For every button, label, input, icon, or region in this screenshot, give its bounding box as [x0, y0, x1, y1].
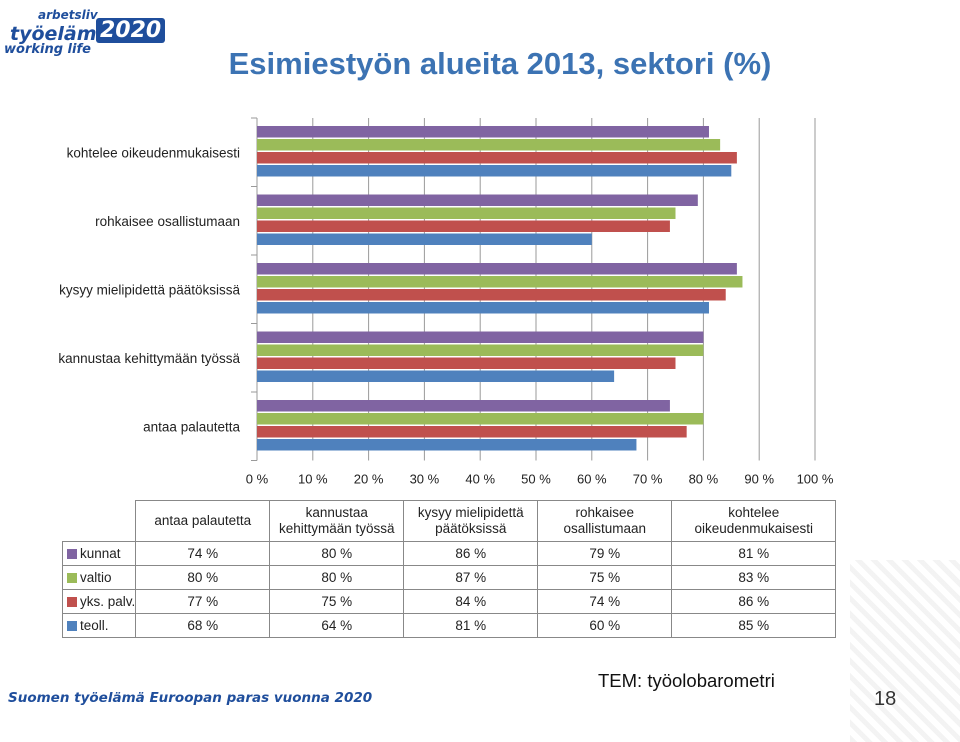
bar: [257, 331, 704, 343]
bar: [257, 220, 670, 232]
bar: [257, 139, 721, 151]
table-cell: 64 %: [269, 613, 405, 638]
table-cell: 74 %: [537, 589, 673, 614]
table-cell: 87 %: [403, 565, 539, 590]
logo-line-3: working life: [4, 42, 91, 57]
footer-slogan: Suomen työelämä Euroopan paras vuonna 20…: [8, 690, 373, 706]
table-cell: 60 %: [537, 613, 673, 638]
legend-swatch: [67, 549, 77, 559]
legend-swatch: [67, 573, 77, 583]
table-row: valtio 80 % 80 % 87 % 75 % 83 %: [61, 565, 837, 590]
category-label: kannustaa kehittymään työssä: [58, 351, 240, 366]
table-header: kannustaa kehittymään työssä: [269, 500, 405, 542]
x-tick-label: 90 %: [744, 472, 774, 487]
legend-label: valtio: [80, 570, 112, 585]
table-cell: 86 %: [671, 589, 837, 614]
table-header-row: antaa palautetta kannustaa kehittymään t…: [61, 500, 837, 542]
x-tick-label: 0 %: [246, 472, 269, 487]
legend-entry: valtio: [61, 565, 137, 590]
bar: [257, 126, 709, 138]
table-cell: 85 %: [671, 613, 837, 638]
x-tick-label: 50 %: [521, 472, 551, 487]
x-tick-label: 100 %: [797, 472, 834, 487]
bar: [257, 344, 704, 356]
table-cell: 81 %: [671, 541, 837, 566]
table-cell: 80 %: [135, 565, 271, 590]
bar: [257, 400, 670, 412]
legend-swatch: [67, 621, 77, 631]
table-row: teoll. 68 % 64 % 81 % 60 % 85 %: [61, 613, 837, 638]
bar: [257, 194, 698, 206]
x-tick-label: 30 %: [410, 472, 440, 487]
legend-label: kunnat: [80, 546, 121, 561]
table-cell: 79 %: [537, 541, 673, 566]
table-corner: [61, 500, 137, 542]
table-cell: 81 %: [403, 613, 539, 638]
table-header: rohkaisee osallistumaan: [537, 500, 673, 542]
data-table: antaa palautetta kannustaa kehittymään t…: [61, 500, 837, 638]
bar: [257, 370, 615, 382]
table-cell: 77 %: [135, 589, 271, 614]
table-header: kysyy mielipidettä päätöksissä: [403, 500, 539, 542]
bar: [257, 207, 676, 219]
bar: [257, 302, 709, 314]
logo-line-2: työelämä: [10, 23, 110, 45]
chart-title: Esimiestyön alueita 2013, sektori (%): [228, 46, 772, 81]
table-row: kunnat 74 % 80 % 86 % 79 % 81 %: [61, 541, 837, 566]
table-cell: 68 %: [135, 613, 271, 638]
bar: [257, 289, 726, 301]
x-tick-label: 40 %: [465, 472, 495, 487]
bar: [257, 426, 687, 438]
legend-label: yks. palv.: [80, 594, 136, 609]
category-label: kysyy mielipidettä päätöksissä: [59, 282, 240, 297]
x-tick-label: 60 %: [577, 472, 607, 487]
bar-chart: 0 % 10 % 20 % 30 % 40 % 50 % 60 % 70 % 80 % 90 % 1…: [58, 117, 834, 487]
bar: [257, 439, 637, 451]
logo-year: 2020: [96, 18, 166, 43]
table-header: kohtelee oikeudenmukaisesti: [671, 500, 837, 542]
bar: [257, 276, 743, 288]
table-cell: 74 %: [135, 541, 271, 566]
table-cell: 86 %: [403, 541, 539, 566]
category-label: antaa palautetta: [143, 419, 240, 434]
corner-decoration: [850, 560, 960, 742]
table-cell: 75 %: [269, 589, 405, 614]
logo-line-1: arbetsliv: [38, 8, 98, 22]
legend-swatch: [67, 597, 77, 607]
table-header: antaa palautetta: [135, 500, 271, 542]
table-row: yks. palv. 77 % 75 % 84 % 74 % 86 %: [61, 589, 837, 614]
x-tick-label: 70 %: [633, 472, 663, 487]
bar: [257, 152, 737, 164]
bar: [257, 233, 592, 245]
bar: [257, 413, 704, 425]
x-tick-label: 20 %: [354, 472, 384, 487]
legend-entry: kunnat: [61, 541, 137, 566]
bar: [257, 357, 676, 369]
source-label: TEM: työolobarometri: [594, 670, 779, 692]
page-number: 18: [874, 688, 897, 710]
table-cell: 83 %: [671, 565, 837, 590]
legend-entry: yks. palv.: [61, 589, 137, 614]
category-label: kohtelee oikeudenmukaisesti: [67, 145, 240, 160]
table-cell: 80 %: [269, 565, 405, 590]
x-tick-label: 10 %: [298, 472, 328, 487]
x-tick-label: 80 %: [689, 472, 719, 487]
legend-label: teoll.: [80, 618, 109, 633]
category-label: rohkaisee osallistumaan: [95, 214, 240, 229]
table-cell: 75 %: [537, 565, 673, 590]
bar: [257, 165, 732, 177]
legend-entry: teoll.: [61, 613, 137, 638]
table-cell: 80 %: [269, 541, 405, 566]
logo: arbetsliv työelämä 2020 working life: [4, 4, 166, 62]
table-cell: 84 %: [403, 589, 539, 614]
bar: [257, 263, 737, 275]
